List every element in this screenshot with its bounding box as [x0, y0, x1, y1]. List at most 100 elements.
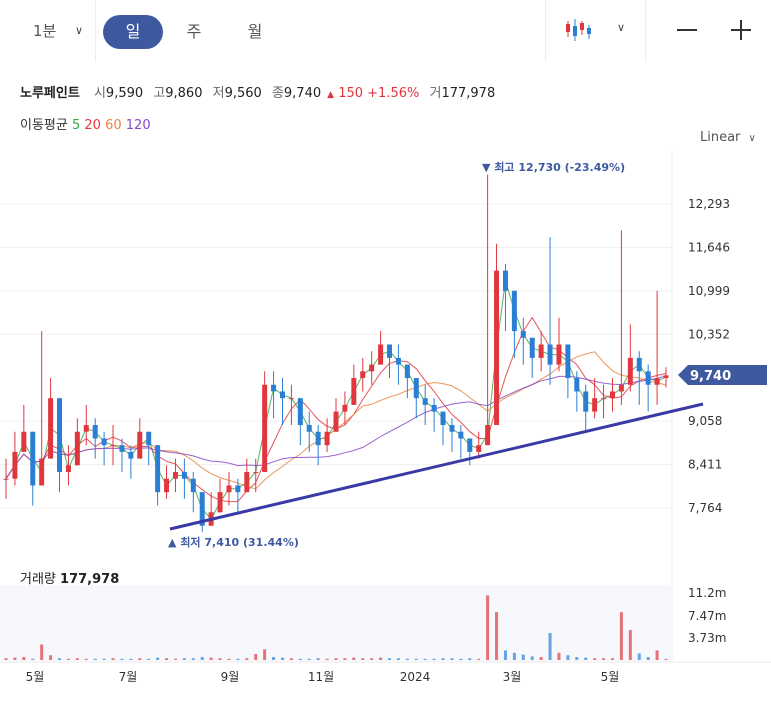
volume-bar: [245, 658, 249, 660]
close-label: 종: [271, 86, 284, 101]
candle-body: [128, 451, 134, 459]
volume-bar: [138, 658, 142, 660]
scale-select[interactable]: Linear ∨: [700, 130, 756, 145]
current-price: 9,740: [690, 369, 731, 384]
volume-bar: [298, 658, 302, 660]
volume-bar: [147, 658, 151, 660]
plus-icon[interactable]: [731, 20, 751, 40]
candle-body: [360, 371, 366, 379]
candle-body: [12, 451, 18, 479]
change-value: 150: [338, 86, 364, 101]
volume-bar: [575, 657, 579, 660]
high-label: 고: [153, 86, 166, 101]
volume-bar: [557, 652, 561, 660]
volume-value: 177,978: [441, 86, 496, 101]
candle-body: [529, 337, 535, 358]
candle-body: [387, 344, 393, 358]
chevron-down-icon[interactable]: ∨: [75, 24, 84, 37]
volume-bar: [75, 658, 79, 660]
candle-body: [48, 398, 54, 459]
volume-bar: [584, 657, 588, 660]
open-label: 시: [93, 86, 106, 101]
volume-bar: [343, 658, 347, 660]
y-tick-label: 9,058: [688, 414, 722, 428]
interval-select[interactable]: 1분: [33, 20, 56, 41]
candle-body: [306, 425, 312, 432]
volume-bar: [602, 658, 606, 660]
price-axis: 12,293 11,646 10,999 10,352 9,058 8,411 7,764: [688, 197, 730, 515]
candle-body: [342, 404, 348, 412]
candle-body: [449, 425, 455, 432]
volume-bar: [156, 657, 160, 660]
candle-body: [119, 445, 125, 452]
volume-bar: [58, 658, 62, 660]
candle-body: [235, 485, 241, 493]
candle-body: [146, 431, 152, 446]
volume-bar: [530, 656, 534, 660]
volume-bar: [593, 658, 597, 660]
volume-bar: [548, 633, 552, 660]
ma-60: 60: [105, 118, 122, 133]
candle-body: [244, 472, 250, 493]
volume-bar: [254, 654, 258, 660]
x-tick-label: 2024: [400, 670, 431, 684]
candle-body: [271, 384, 277, 392]
y-tick-label: 11,646: [688, 240, 730, 254]
tab-day[interactable]: 일: [103, 15, 163, 49]
candle-body: [476, 445, 482, 452]
candle-body: [351, 378, 357, 405]
volume-bar: [218, 658, 222, 660]
stock-name: 노루페인트: [20, 86, 80, 101]
candle-body: [636, 357, 642, 372]
volume-bar: [40, 644, 44, 660]
candle-body: [288, 398, 294, 400]
candlestick-icon[interactable]: [565, 17, 593, 43]
moving-average-label: 이동평균: [20, 118, 68, 133]
volume-bar: [477, 658, 481, 660]
volume-bar: [352, 657, 356, 660]
candle-body: [110, 445, 116, 447]
volume-bar: [379, 657, 383, 660]
moving-average-legend[interactable]: 이동평균 5 20 60 120: [20, 114, 151, 133]
candle-body: [155, 445, 161, 493]
price-summary: 노루페인트 시9,590 고9,860 저9,560 종9,740 ▲ 150 +…: [20, 82, 501, 101]
volume-bar: [31, 658, 35, 660]
minus-icon[interactable]: [677, 29, 697, 31]
candle-body: [494, 270, 500, 426]
candle-body: [181, 472, 187, 479]
low-value: 9,560: [224, 86, 262, 101]
y-tick-label: 7,764: [688, 501, 722, 515]
candle-body: [262, 384, 268, 473]
volume-title: 거래량: [20, 572, 56, 587]
up-triangle-icon: ▲: [168, 536, 177, 549]
candle-body: [404, 364, 410, 379]
volume-bar: [414, 658, 418, 660]
volume-bar: [334, 658, 338, 660]
volume-bar: [370, 658, 374, 660]
trend-line: [169, 402, 704, 531]
candle-body: [217, 492, 223, 513]
chart-type-chevron-icon[interactable]: ∨: [617, 21, 626, 34]
candle-body: [583, 391, 589, 412]
candle-body: [520, 331, 526, 338]
candle-body: [21, 431, 27, 452]
candle-body: [547, 344, 553, 365]
volume-bar: [361, 658, 365, 660]
tab-month[interactable]: 월: [247, 22, 263, 41]
volume-bar: [289, 658, 293, 660]
candle-body: [369, 364, 375, 372]
volume-bar: [111, 658, 115, 660]
candle-body: [395, 357, 401, 365]
ma-20: 20: [84, 118, 101, 133]
x-tick-label: 11월: [308, 670, 334, 684]
y-tick-label: 10,352: [688, 327, 730, 341]
volume-panel-value: 177,978: [60, 572, 120, 587]
candle-body: [422, 398, 428, 405]
candle-body: [511, 290, 517, 332]
volume-bar: [503, 650, 507, 660]
volume-panel: [0, 585, 672, 661]
volume-bar: [619, 612, 623, 660]
tab-week[interactable]: 주: [186, 22, 202, 41]
volume-bar: [495, 612, 499, 660]
